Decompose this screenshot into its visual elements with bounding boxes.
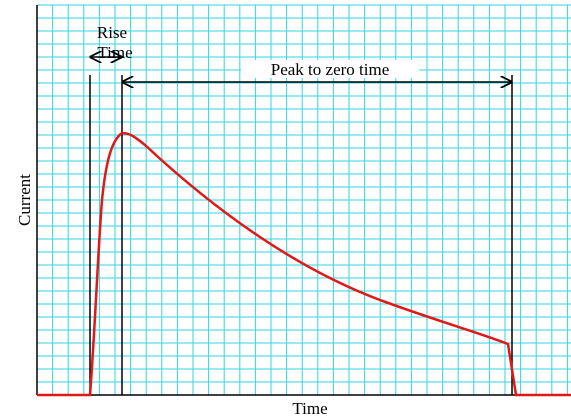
label-backdrop <box>241 60 419 78</box>
time-label: Time <box>97 43 132 62</box>
y-axis-title: Current <box>15 174 34 226</box>
rise-label: Rise <box>97 23 127 42</box>
graph-paper <box>36 4 571 396</box>
x-axis-title: Time <box>292 399 327 418</box>
current-pulse <box>37 131 571 397</box>
peak-to-zero-label: Peak to zero time <box>271 60 390 79</box>
